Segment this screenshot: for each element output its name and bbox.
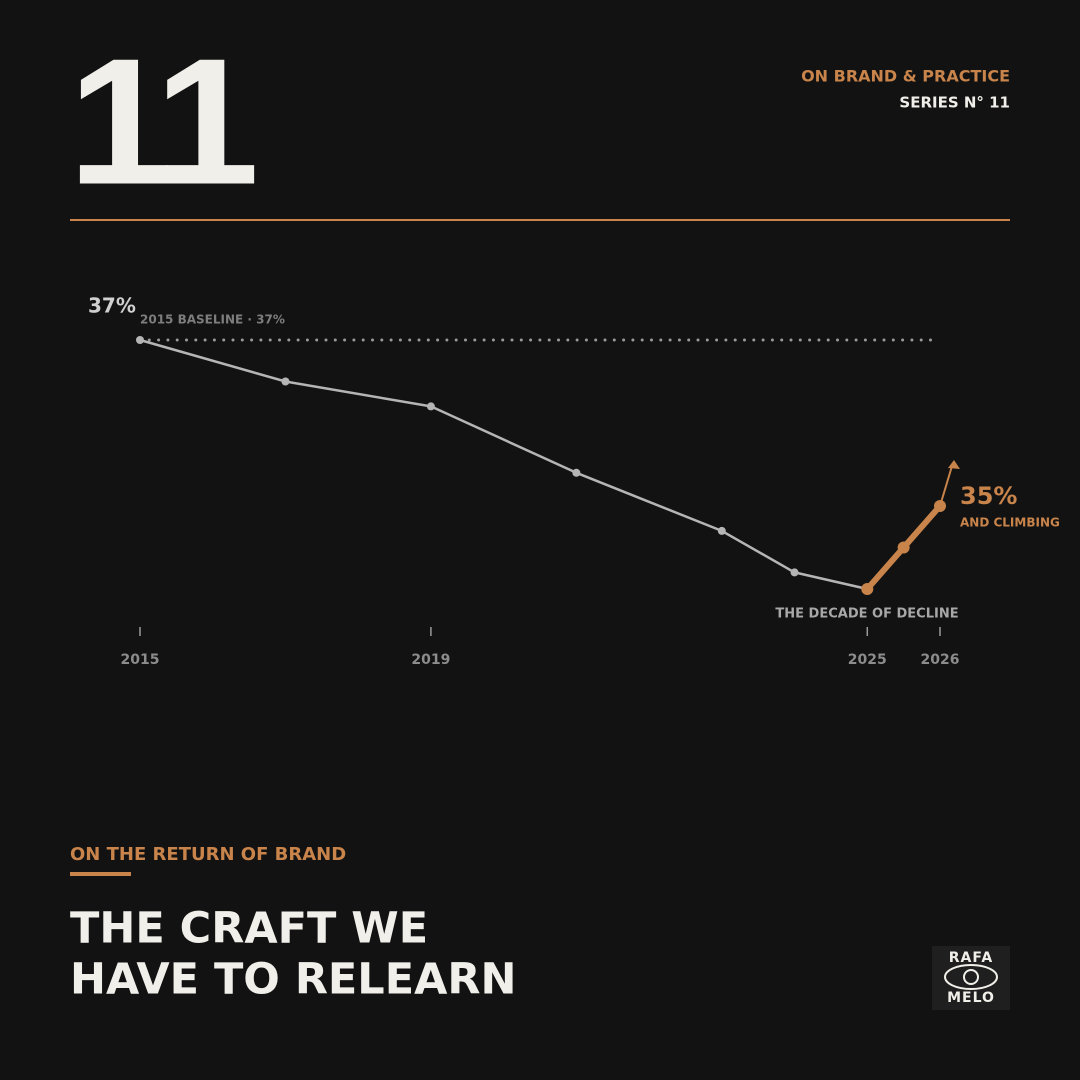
chart: 2015 BASELINE · 37% 2015 2019 2025 2026 37% 35… bbox=[88, 294, 1060, 669]
x-tick-label: 2025 bbox=[848, 652, 887, 668]
headline-line: HAVE TO RELEARN bbox=[70, 955, 516, 1005]
kicker: ON BRAND & PRACTICE bbox=[801, 67, 1010, 86]
data-point bbox=[426, 402, 435, 411]
logo-text: MELO bbox=[947, 990, 995, 1006]
data-point bbox=[861, 583, 874, 595]
footer-kicker: ON THE RETURN OF BRAND bbox=[70, 844, 346, 865]
accent-bar bbox=[70, 872, 131, 876]
headline-line: THE CRAFT WE bbox=[70, 904, 428, 954]
data-point bbox=[281, 377, 290, 386]
annotation: THE DECADE OF DECLINE bbox=[775, 607, 958, 622]
issue-number: 11 bbox=[68, 22, 255, 223]
end-value-label: 35% bbox=[960, 482, 1017, 510]
baseline-label: 2015 BASELINE · 37% bbox=[140, 313, 285, 327]
data-point bbox=[717, 526, 726, 535]
end-note: AND CLIMBING bbox=[960, 516, 1060, 530]
logo-text: RAFA bbox=[949, 950, 993, 966]
logo-pupil bbox=[963, 969, 979, 985]
start-value-label: 37% bbox=[88, 294, 136, 318]
data-point bbox=[897, 541, 910, 554]
x-tick-label: 2015 bbox=[121, 652, 160, 668]
x-tick-label: 2019 bbox=[411, 652, 450, 668]
trend-arrowhead bbox=[948, 460, 960, 469]
data-point bbox=[136, 336, 144, 344]
data-point bbox=[572, 468, 581, 477]
trend-arrow bbox=[939, 465, 953, 507]
data-point bbox=[790, 568, 799, 577]
series-label: SERIES N° 11 bbox=[899, 94, 1010, 112]
logo-eye bbox=[944, 964, 998, 990]
x-tick-label: 2026 bbox=[921, 652, 960, 668]
